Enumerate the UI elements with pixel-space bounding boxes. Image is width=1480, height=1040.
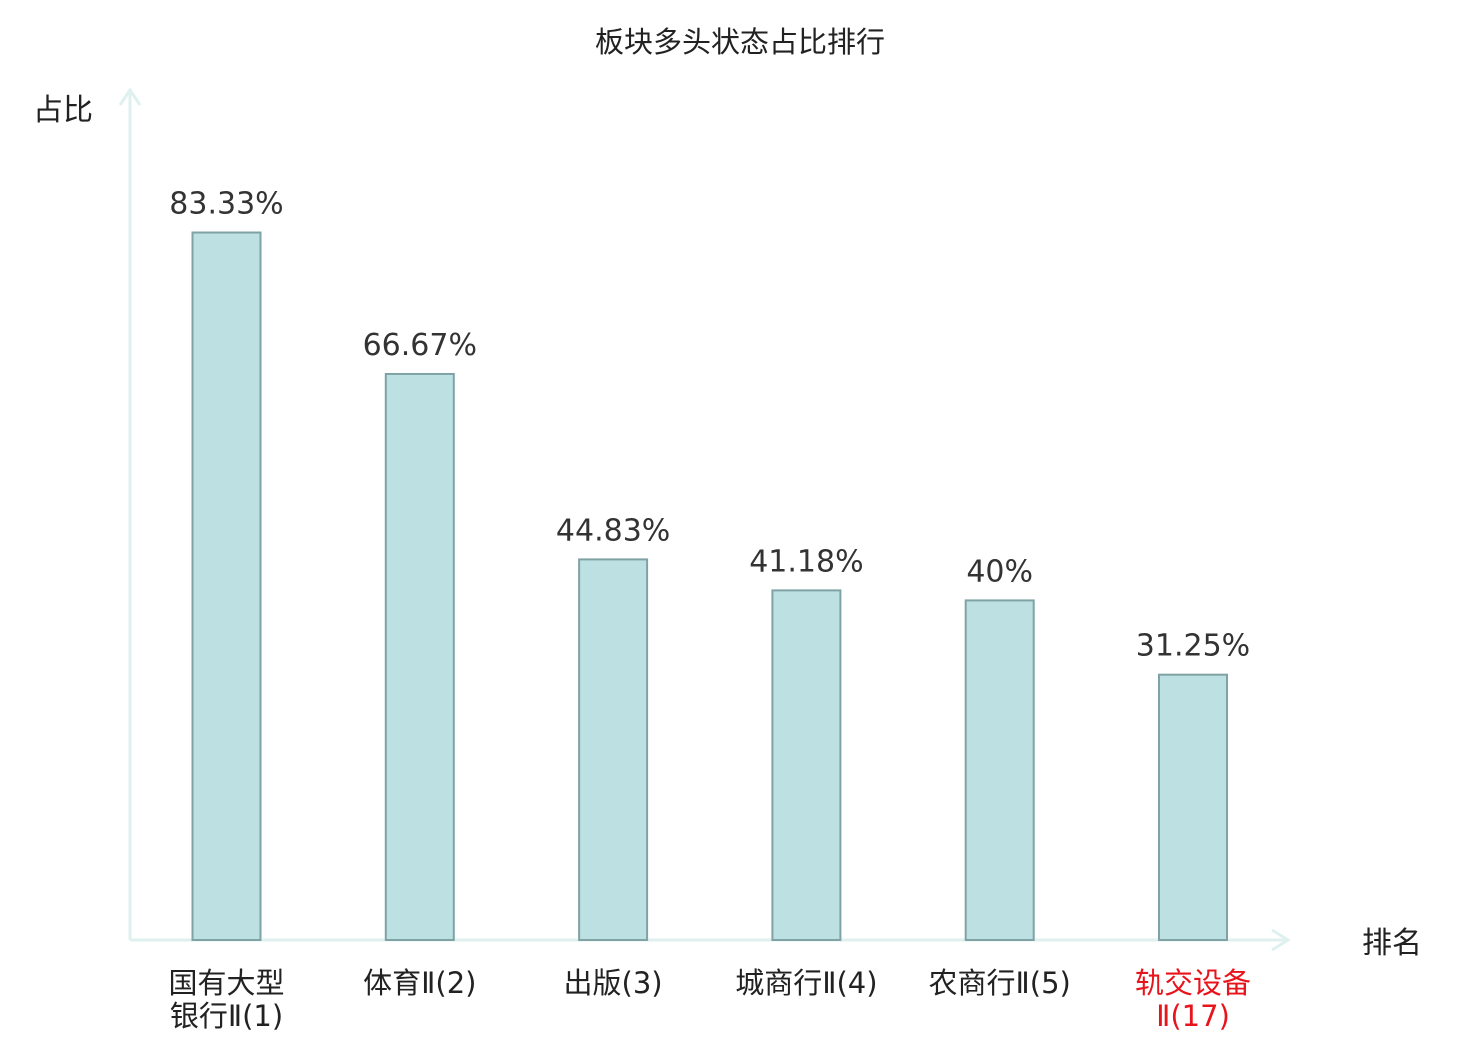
chart-title: 板块多头状态占比排行 <box>595 25 885 59</box>
bars-group <box>191 231 1228 942</box>
bar <box>964 599 1035 942</box>
x-axis-arrow <box>1271 928 1291 952</box>
category-label: 轨交设备 <box>1135 966 1251 1000</box>
category-label: 银行Ⅱ(1) <box>170 999 283 1033</box>
bar-value-label: 40% <box>966 554 1033 589</box>
bar-value-label: 44.83% <box>556 513 670 548</box>
y-axis-arrow <box>118 87 142 106</box>
bar-value-label: 66.67% <box>363 328 477 363</box>
y-axis <box>118 87 142 940</box>
category-label: Ⅱ(17) <box>1156 999 1230 1033</box>
category-label: 农商行Ⅱ(5) <box>929 966 1071 1000</box>
x-axis <box>130 928 1291 952</box>
value-labels-group: 83.33% 66.67% 44.83% 41.18% 40% 31.25% <box>169 187 1250 664</box>
bar <box>578 558 649 941</box>
category-label: 出版(3) <box>564 966 663 1000</box>
category-label: 国有大型 <box>168 966 284 1000</box>
y-axis-label: 占比 <box>33 93 93 128</box>
category-label: 城商行Ⅱ(4) <box>735 966 877 1000</box>
bar-value-label: 83.33% <box>169 187 283 222</box>
bar-value-label: 31.25% <box>1136 629 1250 664</box>
bar <box>771 589 842 941</box>
bar <box>1158 673 1228 941</box>
bar <box>191 231 262 941</box>
category-label: 体育Ⅱ(2) <box>363 966 476 1000</box>
bar <box>384 372 455 942</box>
bar-value-label: 41.18% <box>749 544 863 579</box>
x-axis-label: 排名 <box>1362 926 1422 961</box>
